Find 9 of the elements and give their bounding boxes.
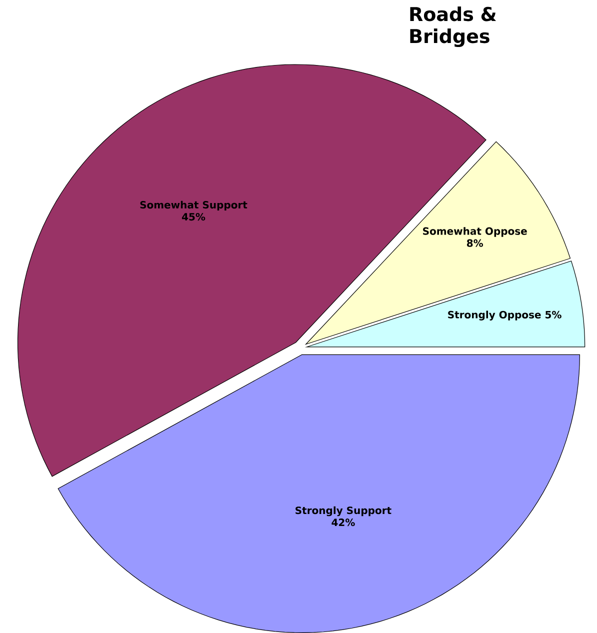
slice-label: Strongly Support	[296, 506, 392, 516]
chart-title: Roads & Bridges	[410, 6, 496, 48]
slice-label: Strongly Oppose	[448, 310, 541, 320]
slice-label: Somewhat Support	[140, 200, 248, 211]
data-label: 8%	[466, 239, 484, 247]
data-label: 42%	[332, 518, 355, 526]
data-label: 45%	[182, 212, 206, 221]
slice-label: Somewhat Oppose	[423, 227, 527, 237]
data-label: 5%	[546, 310, 562, 318]
